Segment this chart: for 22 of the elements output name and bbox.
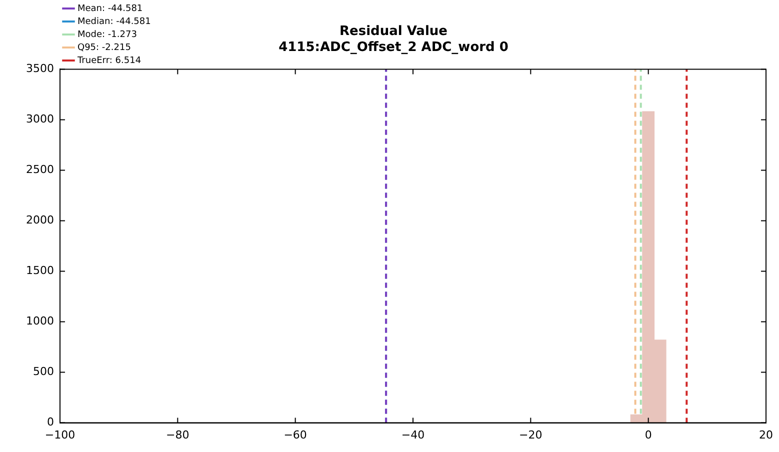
y-tick-label: 500 [32, 365, 54, 378]
legend-label: Median: -44.581 [77, 16, 151, 27]
y-tick-label: 3500 [26, 62, 54, 76]
y-tick-label: 2000 [26, 214, 54, 227]
legend-label: Q95: -2.215 [77, 42, 131, 53]
legend-label: Mean: -44.581 [77, 4, 143, 14]
x-tick-label: 20 [759, 428, 773, 442]
y-tick-label: 1500 [26, 264, 54, 278]
x-tick-label: −40 [401, 428, 425, 442]
x-tick-label: −60 [284, 428, 307, 442]
legend-label: Mode: -1.273 [77, 30, 137, 40]
chart-subtitle: 4115:ADC_Offset_2 ADC_word 0 [278, 40, 508, 55]
x-tick-label: −80 [166, 428, 190, 442]
y-tick-label: 1000 [26, 314, 54, 328]
y-tick-label: 2500 [26, 163, 54, 176]
y-tick-label: 0 [46, 416, 54, 429]
legend-label: TrueErr: 6.514 [76, 56, 142, 66]
x-tick-label: 0 [644, 428, 652, 442]
chart-title: Residual Value [340, 24, 448, 40]
y-tick-label: 3000 [26, 112, 54, 126]
x-tick-label: −100 [44, 428, 76, 442]
x-tick-label: −20 [519, 428, 542, 442]
